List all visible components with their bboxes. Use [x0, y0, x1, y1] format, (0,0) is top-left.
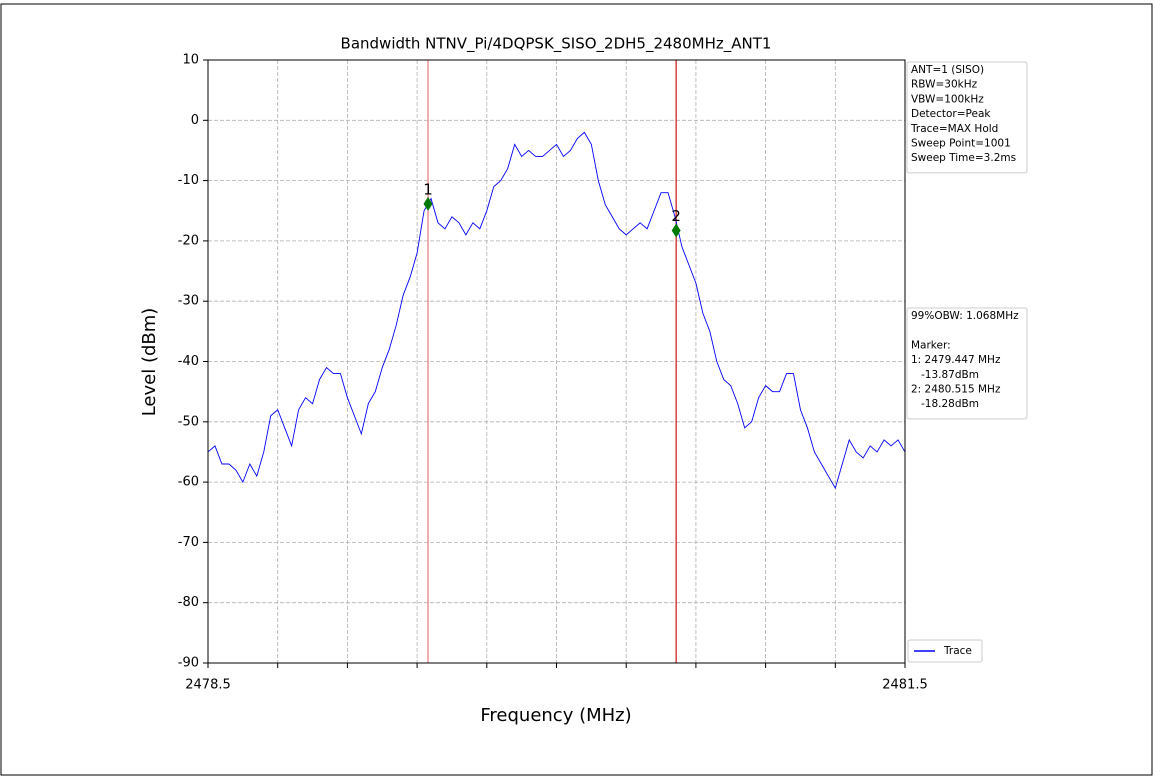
result-line: -18.28dBm — [911, 398, 979, 410]
marker-point — [671, 223, 681, 238]
settings-line: VBW=100kHz — [911, 93, 984, 105]
y-tick-label: -30 — [178, 294, 199, 309]
legend-box — [907, 639, 983, 663]
chart-title: Bandwidth NTNV_Pi/4DQPSK_SISO_2DH5_2480M… — [341, 35, 772, 54]
y-tick-label: -80 — [178, 595, 199, 610]
result-box — [906, 307, 1028, 420]
page-frame — [0, 3, 1153, 776]
y-tick-label: -90 — [178, 656, 199, 671]
x-axis-label: Frequency (MHz) — [480, 705, 631, 726]
settings-box — [906, 61, 1028, 174]
y-tick-label: -20 — [178, 233, 199, 248]
result-line: Marker: — [911, 339, 951, 351]
settings-line: RBW=30kHz — [911, 79, 978, 91]
settings-line: Detector=Peak — [911, 108, 991, 120]
y-tick-label: 0 — [191, 113, 199, 128]
plot-frame — [207, 59, 906, 664]
x-tick-label: 2481.5 — [882, 678, 928, 693]
y-tick-label: -60 — [178, 475, 199, 490]
result-line: 2: 2480.515 MHz — [911, 384, 1001, 396]
x-tick-label: 2478.5 — [185, 678, 231, 693]
y-tick-label: -50 — [178, 414, 199, 429]
y-tick-label: -10 — [178, 173, 199, 188]
settings-line: ANT=1 (SISO) — [911, 64, 984, 76]
marker-label: 1 — [423, 180, 433, 198]
result-line: 1: 2479.447 MHz — [911, 354, 1001, 366]
settings-line: Trace=MAX Hold — [910, 123, 998, 135]
settings-line: Sweep Point=1001 — [911, 138, 1011, 150]
result-line: 99%OBW: 1.068MHz — [911, 310, 1019, 322]
trace-line — [207, 131, 906, 490]
y-axis-label: Level (dBm) — [139, 308, 160, 417]
marker-label: 2 — [671, 207, 681, 225]
legend-label: Trace — [943, 645, 972, 657]
marker-point — [423, 196, 433, 211]
y-tick-label: 10 — [182, 53, 199, 68]
result-line: -13.87dBm — [911, 369, 979, 381]
y-tick-label: -70 — [178, 535, 199, 550]
y-tick-label: -40 — [178, 354, 199, 369]
settings-line: Sweep Time=3.2ms — [911, 152, 1016, 164]
